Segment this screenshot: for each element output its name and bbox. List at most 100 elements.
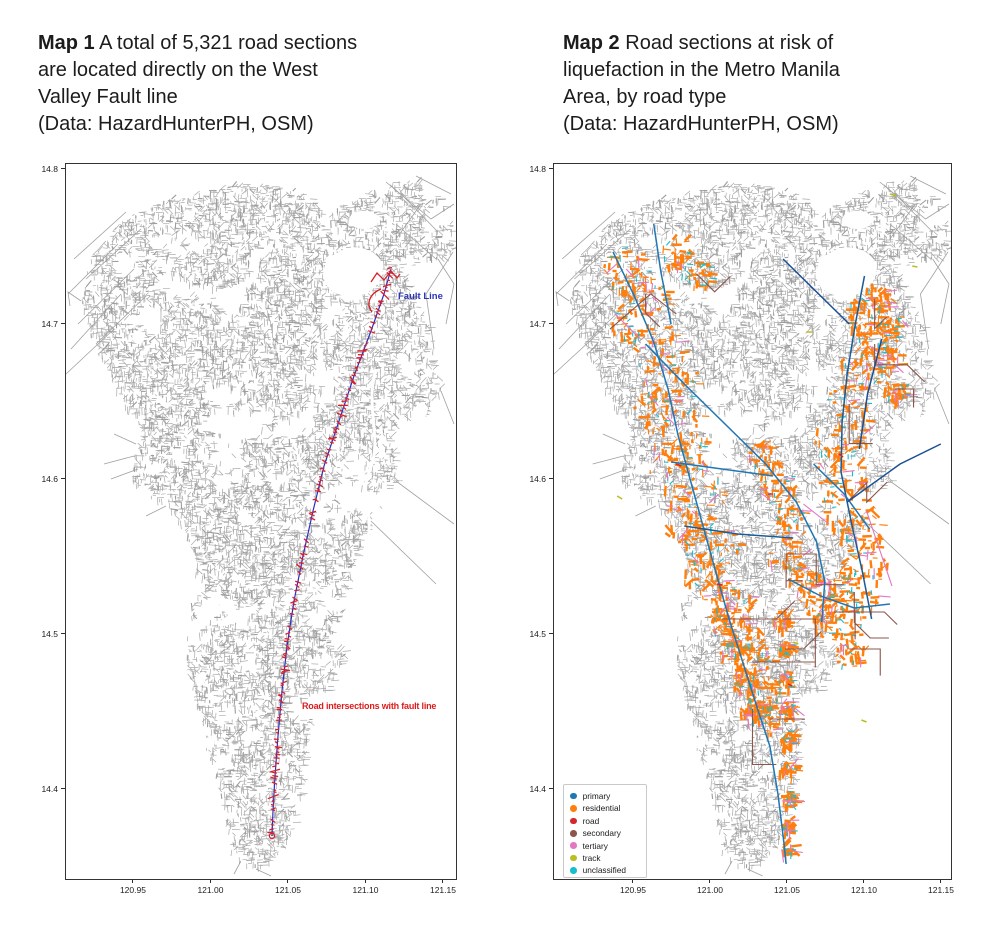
primary-roads — [612, 251, 771, 747]
x-tick-label: 121.00 — [696, 885, 723, 895]
road-type-legend: primary residential road secondary tertiary t… — [563, 784, 647, 878]
legend-item-secondary: secondary — [570, 827, 646, 839]
open-space-patches — [621, 209, 922, 749]
map1-title: Map 1 A total of 5,321 road sections are… — [38, 30, 508, 138]
unclassified-roads — [608, 240, 911, 859]
y-tick-mark — [549, 478, 553, 480]
y-tick-mark — [61, 788, 65, 790]
liquefaction-layer — [603, 193, 942, 865]
map1-title-line2: are located directly on the West — [38, 59, 318, 81]
y-tick-mark — [61, 168, 65, 170]
x-tick-mark — [940, 879, 942, 883]
track-roads — [616, 193, 918, 723]
secondary-roads — [609, 273, 926, 766]
legend-item-unclassified: unclassified — [570, 864, 646, 876]
legend-item-tertiary: tertiary — [570, 840, 646, 852]
y-tick-label: 14.7 — [41, 318, 58, 329]
x-tick-label: 121.15 — [429, 885, 456, 895]
map2-title-line1: Map 2 Road sections at risk of — [563, 32, 834, 54]
road-network-layer — [554, 175, 951, 877]
x-tick-label: 121.10 — [352, 885, 379, 895]
y-tick-label: 14.5 — [529, 628, 546, 639]
fault-line-layer — [267, 266, 401, 840]
map1-panel: Fault Line Road intersections with fault… — [41, 163, 457, 895]
legend-label: track — [582, 853, 601, 863]
x-tick-mark — [863, 879, 865, 883]
map1-road-network — [66, 175, 456, 877]
map1-title-bold: Map 1 — [38, 32, 95, 54]
y-tick-mark — [61, 478, 65, 480]
x-tick-mark — [132, 879, 134, 883]
y-tick-label: 14.8 — [41, 163, 58, 174]
legend-label: road — [582, 815, 600, 826]
y-tick-label: 14.6 — [529, 473, 546, 484]
map2-title-line3: Area, by road type — [563, 86, 727, 108]
y-tick-label: 14.7 — [529, 318, 546, 329]
map2-panel: primary residential road secondary tertiary t… — [529, 163, 954, 895]
primary-roads — [787, 578, 891, 609]
legend-swatch-secondary — [570, 830, 577, 837]
primary-roads — [782, 258, 850, 325]
residential-roads-thin — [603, 238, 912, 862]
map2-title-source: (Data: HazardHunterPH, OSM) — [563, 113, 839, 135]
map1-title-source: (Data: HazardHunterPH, OSM) — [38, 113, 314, 135]
map2-road-network — [554, 175, 951, 877]
y-tick-mark — [549, 168, 553, 170]
road-type-roads — [675, 453, 844, 687]
legend-label: tertiary — [582, 840, 608, 851]
primary-roads — [653, 223, 672, 325]
legend-label: primary — [582, 791, 611, 802]
primary-roads — [858, 338, 883, 450]
legend-label: unclassified — [582, 865, 626, 876]
map2-title-line2: liquefaction in the Metro Manila — [563, 59, 840, 81]
y-tick-label: 14.6 — [41, 473, 58, 484]
x-tick-label: 121.05 — [274, 885, 301, 895]
x-tick-label: 121.05 — [773, 885, 800, 895]
intersections-annotation: Road intersections with fault line — [302, 701, 437, 711]
y-tick-mark — [549, 633, 553, 635]
road-network-layer — [66, 175, 456, 877]
x-tick-mark — [209, 879, 211, 883]
y-tick-label: 14.4 — [529, 783, 546, 794]
primary-roads — [813, 463, 871, 530]
x-tick-label: 120.95 — [119, 885, 146, 895]
x-tick-label: 121.15 — [927, 885, 954, 895]
x-tick-label: 120.95 — [619, 885, 646, 895]
legend-swatch-residential — [570, 805, 577, 812]
primary-roads — [840, 275, 873, 620]
x-tick-mark — [786, 879, 788, 883]
legend-item-road: road — [570, 815, 646, 827]
fault-intersections — [267, 266, 401, 834]
open-space-patches — [132, 209, 428, 749]
legend-swatch-road — [570, 817, 577, 825]
y-tick-label: 14.4 — [41, 783, 58, 794]
x-tick-label: 121.10 — [850, 885, 877, 895]
y-tick-mark — [549, 788, 553, 790]
primary-roads — [670, 461, 773, 477]
x-tick-mark — [709, 879, 711, 883]
x-tick-label: 121.00 — [197, 885, 224, 895]
legend-swatch-tertiary — [570, 842, 577, 850]
primary-roads — [684, 525, 794, 539]
primary-roads — [769, 745, 787, 865]
legend-item-track: track — [570, 852, 646, 864]
fault-line-annotation: Fault Line — [398, 291, 443, 302]
legend-item-residential: residential — [570, 802, 646, 814]
legend-label: residential — [582, 803, 621, 814]
fault-end-marker — [268, 832, 276, 840]
y-tick-label: 14.8 — [529, 163, 546, 174]
legend-swatch-unclassified — [570, 867, 577, 874]
primary-roads — [645, 343, 826, 623]
y-tick-mark — [61, 323, 65, 325]
x-tick-mark — [364, 879, 366, 883]
legend-item-primary: primary — [570, 790, 646, 802]
x-tick-mark — [442, 879, 444, 883]
map1-title-line1: Map 1 A total of 5,321 road sections — [38, 32, 358, 54]
map1-title-line3: Valley Fault line — [38, 86, 178, 108]
primary-roads — [846, 443, 942, 503]
y-tick-mark — [61, 633, 65, 635]
y-tick-mark — [549, 323, 553, 325]
x-tick-mark — [287, 879, 289, 883]
y-tick-label: 14.5 — [41, 628, 58, 639]
